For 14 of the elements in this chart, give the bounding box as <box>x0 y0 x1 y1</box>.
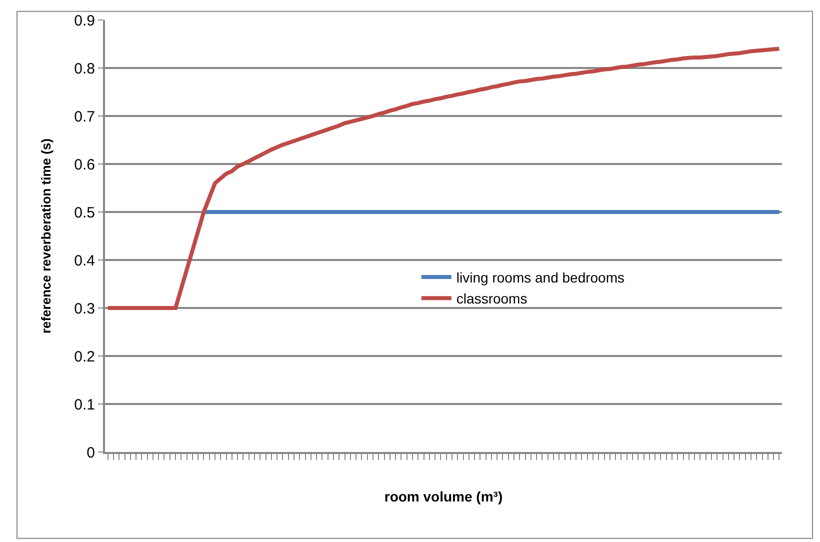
x-axis-title: room volume (m³) <box>384 488 503 504</box>
y-tick-label: 0.2 <box>74 348 95 366</box>
y-axis-title: reference reverberation time (s) <box>38 138 54 334</box>
y-tick-label: 0.1 <box>74 396 95 414</box>
y-tick-label: 0.9 <box>74 12 95 30</box>
y-tick-label: 0 <box>86 444 95 462</box>
y-tick-label: 0.4 <box>74 252 95 270</box>
y-tick-label: 0.5 <box>74 204 95 222</box>
legend-label: classrooms <box>456 290 528 307</box>
y-tick-label: 0.3 <box>74 300 95 318</box>
y-tick-label: 0.7 <box>74 108 95 126</box>
legend-label: living rooms and bedrooms <box>456 269 625 286</box>
y-tick-label: 0.8 <box>74 60 95 78</box>
y-tick-label: 0.6 <box>74 156 95 174</box>
